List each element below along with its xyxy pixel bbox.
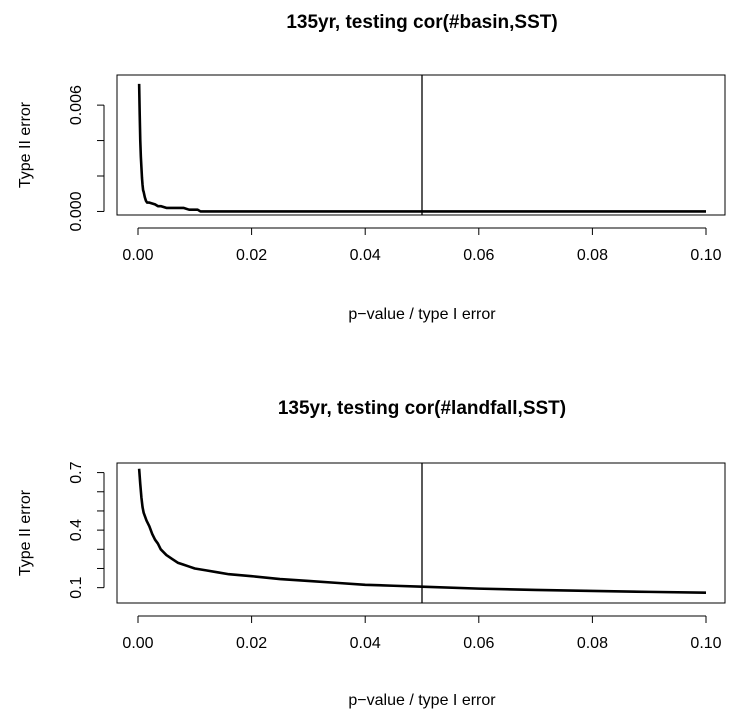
y-tick-label: 0.000	[68, 191, 85, 231]
x-tick-label: 0.02	[236, 635, 267, 652]
y-tick-label: 0.4	[68, 519, 85, 541]
x-tick-label: 0.08	[577, 247, 608, 264]
x-tick-label: 0.02	[236, 247, 267, 264]
x-axis-label: p−value / type I error	[348, 692, 496, 709]
y-axis-label: Type II error	[17, 101, 34, 188]
x-axis: 0.00 0.02 0.04 0.06 0.08 0.10	[122, 227, 722, 264]
plot-frame	[116, 462, 726, 604]
chart-title: 135yr, testing cor(#basin,SST)	[286, 12, 557, 33]
x-tick-label: 0.10	[690, 247, 721, 264]
panel-landfall: 135yr, testing cor(#landfall,SST) p−valu…	[17, 398, 726, 709]
series-line	[137, 83, 706, 213]
series-line	[137, 468, 707, 594]
chart-title: 135yr, testing cor(#landfall,SST)	[278, 398, 566, 419]
y-tick-label: 0.006	[68, 85, 85, 125]
panel-basin: 135yr, testing cor(#basin,SST) p−value /…	[17, 12, 726, 323]
x-axis-label: p−value / type I error	[348, 306, 496, 323]
y-tick-label: 0.7	[68, 461, 85, 483]
x-tick-label: 0.08	[577, 635, 608, 652]
x-tick-label: 0.06	[463, 247, 494, 264]
x-tick-label: 0.00	[122, 635, 153, 652]
x-tick-label: 0.04	[350, 247, 381, 264]
x-axis: 0.00 0.02 0.04 0.06 0.08 0.10	[122, 615, 722, 652]
plot-frame	[116, 74, 726, 216]
y-axis: 0.000 0.006	[68, 85, 105, 231]
x-tick-label: 0.04	[350, 635, 381, 652]
y-tick-label: 0.1	[68, 576, 85, 598]
x-tick-label: 0.10	[690, 635, 721, 652]
x-tick-label: 0.00	[122, 247, 153, 264]
y-axis: 0.1 0.4 0.7	[68, 461, 105, 599]
y-axis-label: Type II error	[17, 489, 34, 576]
x-tick-label: 0.06	[463, 635, 494, 652]
